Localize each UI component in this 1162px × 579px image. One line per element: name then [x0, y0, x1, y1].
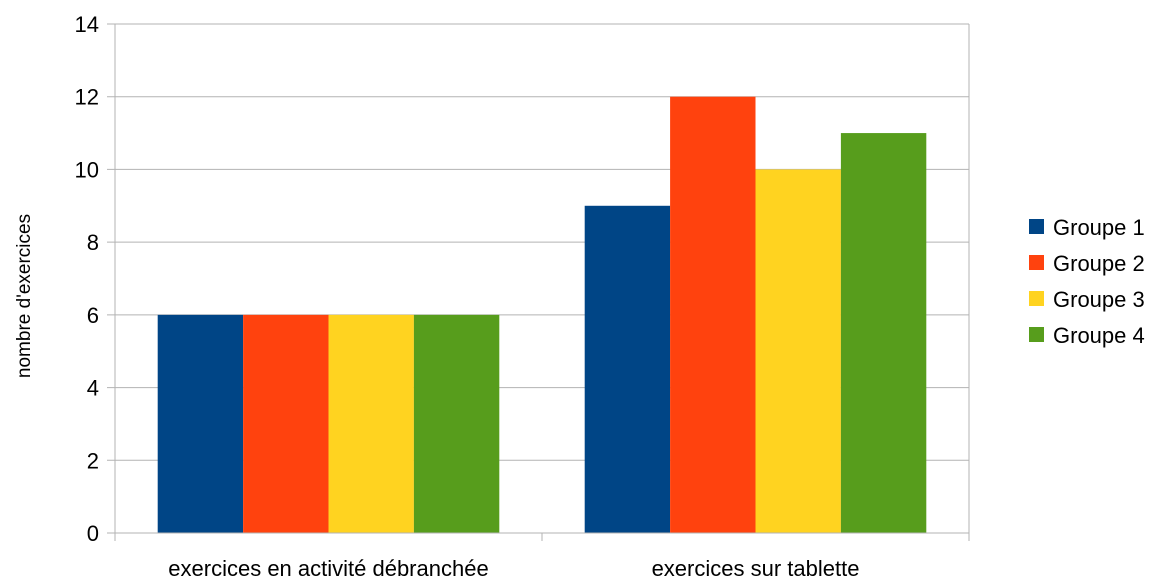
- y-tick-labels: 0 2 4 6 8 10 12 14: [75, 12, 99, 546]
- legend-label: Groupe 1: [1053, 215, 1145, 240]
- y-tick-label: 0: [87, 521, 99, 546]
- legend-swatch: [1029, 291, 1044, 306]
- bar-groupe-3-0: [328, 314, 414, 533]
- bar-groupe-3-1: [755, 169, 841, 533]
- y-tick-label: 10: [75, 157, 99, 182]
- bars: [157, 96, 927, 534]
- y-tick-label: 12: [75, 85, 99, 110]
- legend-label: Groupe 4: [1053, 323, 1145, 348]
- bar-groupe-2-1: [670, 96, 756, 533]
- legend-swatch: [1029, 219, 1044, 234]
- legend-label: Groupe 3: [1053, 287, 1145, 312]
- y-tick-label: 8: [87, 230, 99, 255]
- y-tick-label: 2: [87, 448, 99, 473]
- y-tick-label: 14: [75, 12, 99, 37]
- legend-label: Groupe 2: [1053, 251, 1145, 276]
- x-category-label: exercices sur tablette: [652, 556, 860, 579]
- legend: Groupe 1 Groupe 2 Groupe 3 Groupe 4: [1029, 215, 1145, 348]
- y-tick-label: 6: [87, 303, 99, 328]
- legend-swatch: [1029, 327, 1044, 342]
- bar-groupe-1-0: [157, 314, 244, 533]
- bar-groupe-1-1: [584, 205, 671, 534]
- y-tick-label: 4: [87, 376, 99, 401]
- x-category-label: exercices en activité débranchée: [168, 556, 488, 579]
- y-axis-title: nombre d'exercices: [14, 214, 35, 378]
- bar-groupe-2-0: [243, 314, 329, 533]
- legend-swatch: [1029, 255, 1044, 270]
- axes: [114, 24, 970, 541]
- x-category-labels: exercices en activité débranchée exercice…: [168, 556, 859, 579]
- bar-groupe-4-0: [413, 314, 500, 533]
- bar-groupe-4-1: [840, 133, 927, 534]
